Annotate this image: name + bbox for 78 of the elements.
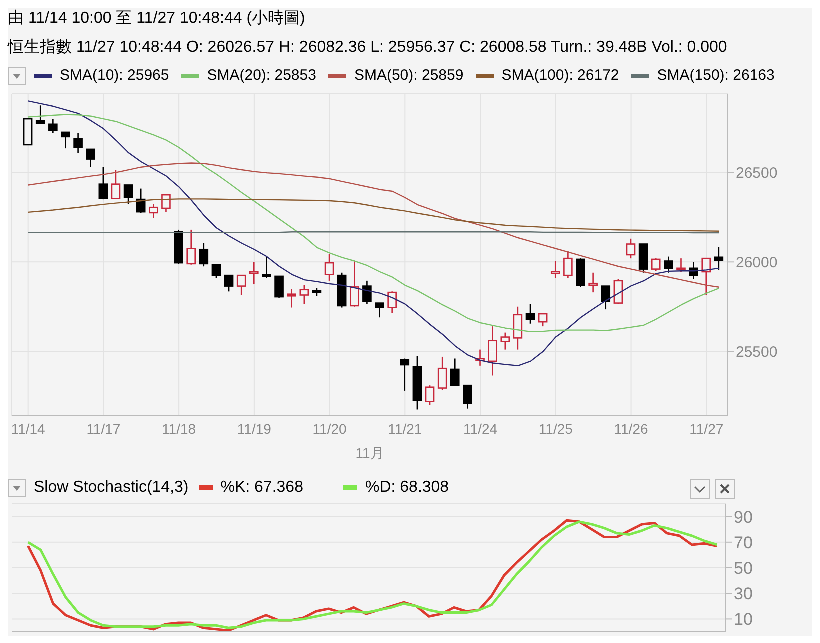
- chart-title: 由 11/14 10:00 至 11/27 10:48:44 (小時圖): [8, 8, 306, 29]
- candlestick: [500, 332, 510, 350]
- y-tick-label: 30: [734, 584, 753, 604]
- y-tick-label: 70: [734, 533, 753, 552]
- candlestick: [149, 203, 158, 219]
- line-series: [28, 114, 720, 333]
- legend-label: SMA(10): 25965: [60, 67, 170, 84]
- candlestick: [626, 238, 636, 260]
- x-tick-label: 11/26: [614, 420, 648, 437]
- legend-label: %D: 68.308: [365, 479, 450, 496]
- candlestick: [400, 358, 410, 392]
- legend-label: SMA(150): 26163: [657, 67, 775, 84]
- candlestick: [350, 260, 360, 308]
- legend-label: SMA(100): 26172: [502, 67, 620, 84]
- candlestick: [526, 304, 536, 325]
- chart-title: Slow Stochastic(14,3): [34, 479, 189, 496]
- candlestick: [262, 256, 272, 279]
- candlestick: [136, 188, 146, 214]
- y-tick-label: 25500: [736, 344, 778, 361]
- candlestick: [61, 132, 70, 150]
- candlestick: [438, 356, 448, 391]
- candlestick: [186, 229, 196, 266]
- candlestick: [550, 260, 560, 279]
- line-series: [28, 162, 720, 288]
- candlestick: [300, 284, 310, 305]
- legend-label: SMA(20): 25853: [207, 67, 316, 84]
- x-tick-label: 11/27: [690, 420, 724, 437]
- x-tick-label: 11/21: [388, 420, 422, 437]
- x-tick-label: 11/18: [162, 420, 196, 437]
- x-tick-label: 11/24: [464, 420, 498, 437]
- candlestick: [388, 291, 397, 314]
- candlestick: [124, 184, 134, 205]
- candlestick: [425, 384, 435, 406]
- candlestick: [488, 326, 498, 376]
- candlestick: [664, 256, 674, 274]
- candlestick: [111, 169, 121, 200]
- x-tick-label: 11/19: [237, 420, 272, 437]
- candlestick: [98, 166, 108, 200]
- candlestick: [651, 258, 661, 272]
- candlestick: [564, 250, 573, 279]
- y-tick-label: 50: [734, 559, 753, 578]
- y-tick-label: 10: [734, 610, 753, 630]
- candlestick: [36, 104, 46, 126]
- candlestick: [199, 242, 209, 268]
- candlestick: [362, 280, 372, 305]
- x-tick-label: 11/17: [86, 420, 121, 437]
- legend-label: %K: 67.368: [220, 479, 304, 496]
- line-series: [28, 100, 720, 367]
- candlestick: [538, 313, 548, 328]
- candlestick: [375, 302, 384, 318]
- x-axis-title: 11月: [356, 445, 384, 461]
- candlestick: [250, 262, 259, 286]
- legend-label: SMA(50): 25859: [354, 67, 464, 84]
- candlestick: [601, 286, 611, 310]
- candlestick: [86, 148, 96, 168]
- candlestick: [212, 264, 222, 279]
- x-tick-label: 11/14: [11, 420, 46, 437]
- candlestick: [287, 288, 296, 308]
- candlestick: [588, 272, 598, 294]
- candlestick: [513, 306, 523, 350]
- x-tick-label: 11/20: [312, 420, 348, 437]
- candlestick: [162, 194, 171, 213]
- candlestick: [676, 258, 686, 273]
- y-tick-label: 26500: [736, 165, 778, 182]
- candlestick: [236, 274, 246, 296]
- candlestick: [74, 132, 83, 154]
- chart-subtitle: 恒生指數 11/27 10:48:44 O: 26026.57 H: 26082.36 L: 25956.37 C: 26008.58 Turn.: 39.48B Vol.: 0.000: [8, 38, 728, 58]
- candlestick: [48, 118, 58, 134]
- candlestick: [714, 246, 724, 271]
- candlestick: [450, 358, 460, 386]
- candlestick: [702, 258, 712, 296]
- x-tick-label: 11/25: [538, 420, 574, 437]
- candlestick: [324, 253, 334, 282]
- y-tick-label: 26000: [736, 254, 778, 272]
- candlestick: [463, 384, 472, 410]
- candlestick: [224, 274, 234, 292]
- y-tick-label: 90: [734, 508, 753, 527]
- candlestick: [274, 276, 284, 299]
